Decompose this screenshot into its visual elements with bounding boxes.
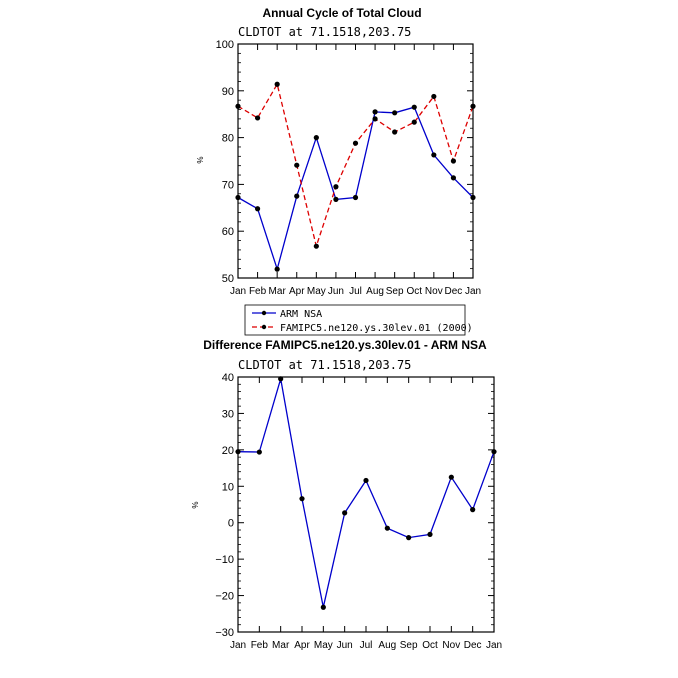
bottom-xtick-label: Jan xyxy=(230,640,246,651)
legend-marker-famipc5 xyxy=(261,324,267,330)
top-series-0-point xyxy=(235,194,241,201)
top-ytick-label: 60 xyxy=(222,226,234,238)
top-ytick-label: 70 xyxy=(222,179,234,191)
bottom-xtick-label: Jul xyxy=(360,640,373,651)
top-chart-title: Annual Cycle of Total Cloud xyxy=(262,6,421,20)
top-xtick-label: Mar xyxy=(269,286,287,297)
top-series-1-point xyxy=(392,129,398,135)
top-series-1-point xyxy=(372,116,378,122)
bottom-series-0-point xyxy=(235,449,241,455)
bottom-series-0-point xyxy=(448,474,454,480)
legend-marker-arm-nsa xyxy=(261,310,267,316)
top-xtick-label: Jan xyxy=(465,286,481,297)
bottom-xtick-label: Dec xyxy=(464,640,482,651)
bottom-series-0-point xyxy=(363,477,369,484)
bottom-xtick-label: May xyxy=(314,640,333,651)
bottom-series-0-point xyxy=(406,535,412,541)
top-plot-frame xyxy=(237,43,474,279)
bottom-chart-subtitle: CLDTOT at 71.1518,203.75 xyxy=(238,358,411,372)
top-series-1-point xyxy=(352,140,359,146)
bottom-ytick-label: 20 xyxy=(222,445,234,457)
top-ytick-label: 50 xyxy=(222,273,234,285)
legend-label-arm-nsa: ARM NSA xyxy=(280,309,322,320)
legend-label-famipc5: FAMIPC5.ne120.ys.30lev.01 (2000) xyxy=(280,323,473,334)
top-ytick-label: 90 xyxy=(222,86,234,98)
top-series-1-point xyxy=(411,119,417,125)
bottom-chart-title: Difference FAMIPC5.ne120.ys.30lev.01 - A… xyxy=(203,338,487,352)
top-series-0-point xyxy=(294,193,300,199)
bottom-series-0-point xyxy=(256,449,262,455)
top-xtick-label: Nov xyxy=(425,286,443,297)
top-series-0-point xyxy=(254,206,261,212)
bottom-series-0-point xyxy=(491,449,497,455)
bottom-ytick-label: 10 xyxy=(222,481,234,493)
top-xtick-label: Jul xyxy=(349,286,362,297)
bottom-series-0-point xyxy=(342,510,348,516)
top-series-1-point xyxy=(313,243,319,249)
top-series-1-point xyxy=(470,103,476,109)
top-xtick-label: Jan xyxy=(230,286,246,297)
top-series-1-point xyxy=(431,93,437,100)
bottom-series-0-point xyxy=(427,531,433,537)
top-series-0-point xyxy=(450,175,457,181)
legend-box xyxy=(244,304,466,336)
top-series-0-point xyxy=(411,104,417,110)
top-series-1-point xyxy=(294,162,300,168)
bottom-xtick-label: Aug xyxy=(378,640,396,651)
top-xtick-label: Aug xyxy=(366,286,384,297)
bottom-series-0-point xyxy=(384,525,390,531)
top-legend: ARM NSA FAMIPC5.ne120.ys.30lev.01 (2000) xyxy=(244,304,473,336)
top-xtick-label: May xyxy=(307,286,326,297)
top-chart-ylabel: % xyxy=(196,156,205,163)
top-xtick-label: Apr xyxy=(289,286,305,297)
top-series-1-point xyxy=(235,103,241,109)
top-xtick-label: Dec xyxy=(445,286,463,297)
top-series-0-point xyxy=(313,135,319,141)
top-series-0-point xyxy=(372,109,378,115)
top-series-0-point xyxy=(392,110,398,116)
top-series-0-point xyxy=(431,152,437,158)
top-series-1-point xyxy=(450,158,457,164)
top-series-0-point xyxy=(333,196,339,202)
top-series-1-point xyxy=(254,115,261,121)
top-xtick-label: Feb xyxy=(249,286,267,297)
bottom-ytick-label: 0 xyxy=(228,518,234,530)
bottom-series-0-point xyxy=(299,496,305,502)
top-series-0-point xyxy=(274,266,280,272)
bottom-series-0-point xyxy=(320,604,326,610)
bottom-plot-frame xyxy=(237,376,495,633)
top-series-line-0 xyxy=(237,106,474,272)
bottom-ytick-label: 30 xyxy=(222,408,234,420)
bottom-ytick-label: −20 xyxy=(215,591,234,603)
top-xtick-label: Jun xyxy=(328,286,344,297)
top-ytick-label: 100 xyxy=(216,39,234,51)
bottom-chart: Difference FAMIPC5.ne120.ys.30lev.01 - A… xyxy=(191,338,502,651)
bottom-ytick-label: 40 xyxy=(222,372,234,384)
bottom-chart-ylabel: % xyxy=(191,501,200,508)
top-series-line-1 xyxy=(237,82,474,249)
top-xtick-label: Oct xyxy=(406,286,422,297)
bottom-xtick-label: Jan xyxy=(486,640,502,651)
bottom-ytick-label: −10 xyxy=(215,554,234,566)
bottom-series-0-point xyxy=(470,507,476,513)
bottom-xtick-label: Nov xyxy=(442,640,460,651)
top-series-1-point xyxy=(333,184,339,190)
top-ytick-label: 80 xyxy=(222,133,234,145)
top-series-1-point xyxy=(274,81,280,87)
bottom-xtick-label: Apr xyxy=(294,640,310,651)
bottom-series-line-0 xyxy=(237,378,495,608)
bottom-xtick-label: Jun xyxy=(337,640,353,651)
bottom-xtick-label: Feb xyxy=(251,640,269,651)
bottom-xtick-label: Sep xyxy=(400,640,418,651)
bottom-series-0-point xyxy=(278,376,284,382)
top-series-0-point xyxy=(470,194,476,201)
bottom-xtick-label: Mar xyxy=(272,640,290,651)
top-series-0-point xyxy=(352,194,359,201)
bottom-ytick-label: −30 xyxy=(215,627,234,639)
top-chart: Annual Cycle of Total Cloud CLDTOT at 71… xyxy=(196,6,481,336)
top-xtick-label: Sep xyxy=(386,286,404,297)
bottom-xtick-label: Oct xyxy=(422,640,438,651)
top-chart-subtitle: CLDTOT at 71.1518,203.75 xyxy=(238,25,411,39)
